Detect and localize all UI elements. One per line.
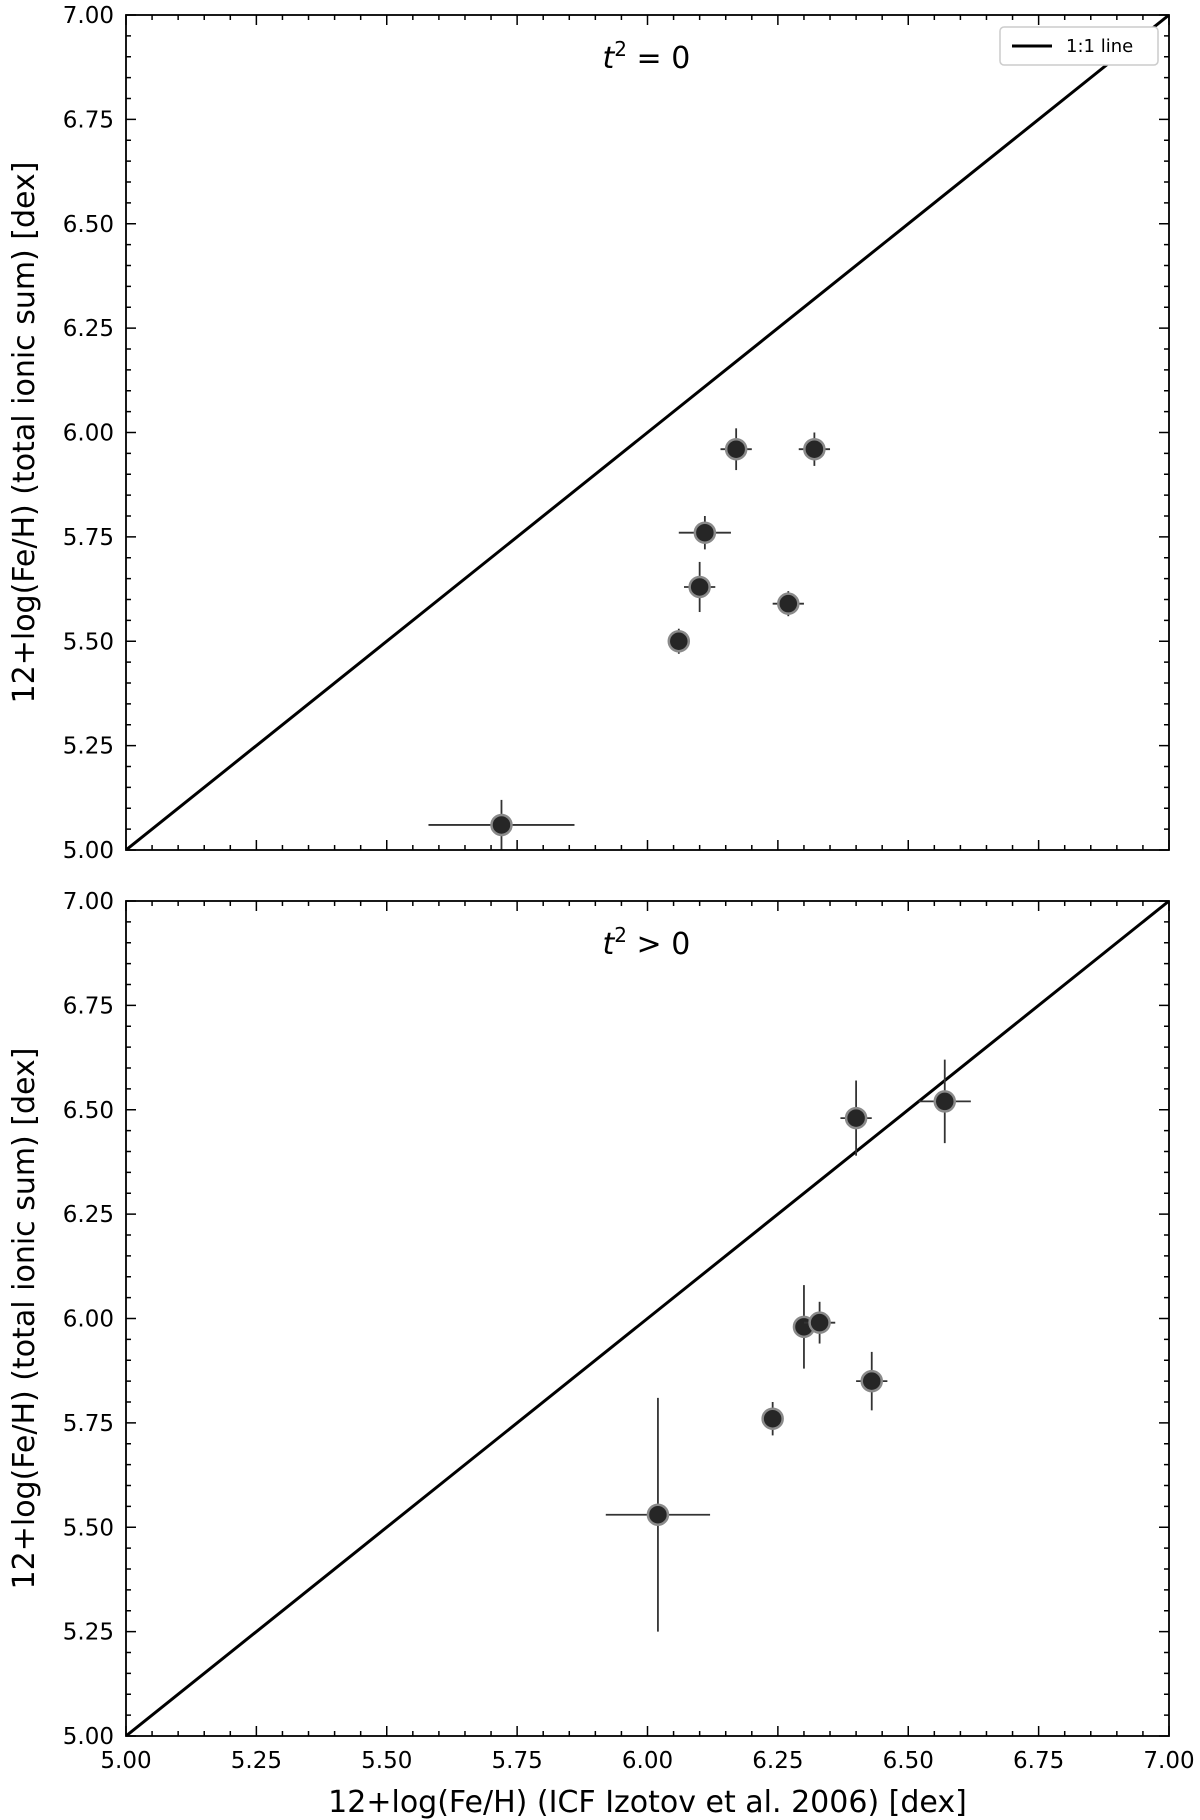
y-tick-label: 5.25 <box>63 1620 114 1646</box>
y-tick-label: 6.25 <box>63 316 114 342</box>
point-marker <box>490 813 513 837</box>
y-tick-label: 5.00 <box>63 838 114 864</box>
plot-frame <box>125 900 1170 1737</box>
y-tick-label: 6.75 <box>63 993 114 1019</box>
panel-annotation: t2 > 0 <box>603 923 691 962</box>
x-tick-label: 5.00 <box>100 1748 151 1774</box>
y-axis-label: 12+log(Fe/H) (total ionic sum) [dex] <box>7 162 42 704</box>
y-tick-label: 5.25 <box>63 734 114 760</box>
y-axis-label: 12+log(Fe/H) (total ionic sum) [dex] <box>7 1048 42 1590</box>
plot-frame <box>125 14 1170 851</box>
data-point <box>761 1402 784 1436</box>
x-tick-label: 7.00 <box>1143 1748 1194 1774</box>
data-point <box>803 1301 836 1344</box>
y-tick-label: 7.00 <box>63 889 114 915</box>
y-tick-label: 7.00 <box>63 3 114 29</box>
data-points <box>605 1059 971 1632</box>
point-marker <box>803 437 826 461</box>
y-tick-label: 6.75 <box>63 107 114 133</box>
x-tick-label: 5.75 <box>492 1748 543 1774</box>
data-point <box>918 1059 971 1144</box>
point-marker <box>646 1503 670 1526</box>
data-point <box>428 799 575 850</box>
panel-annotation: t2 = 0 <box>603 37 691 76</box>
point-marker <box>860 1369 883 1393</box>
data-point <box>772 591 804 617</box>
point-marker <box>777 592 800 615</box>
x-tick-label: 6.75 <box>1013 1748 1064 1774</box>
legend: 1:1 line <box>999 26 1159 66</box>
data-points <box>428 428 831 850</box>
legend-label: 1:1 line <box>1066 36 1133 57</box>
y-tick-label: 6.50 <box>63 212 114 238</box>
one-to-one-line <box>126 901 1169 1736</box>
y-tick-label: 6.00 <box>63 421 114 447</box>
data-point <box>798 432 831 466</box>
point-marker <box>667 630 691 653</box>
data-point <box>856 1351 888 1411</box>
y-tick-label: 6.00 <box>63 1307 114 1333</box>
data-point <box>720 428 752 471</box>
data-point <box>684 561 716 613</box>
x-tick-label: 5.50 <box>361 1748 412 1774</box>
x-tick-label: 6.25 <box>752 1748 803 1774</box>
x-tick-label: 6.50 <box>883 1748 934 1774</box>
point-marker <box>693 521 717 544</box>
data-point <box>605 1397 711 1632</box>
y-tick-label: 6.25 <box>63 1202 114 1228</box>
data-point <box>678 516 731 550</box>
point-marker <box>688 575 711 599</box>
data-point <box>840 1080 872 1156</box>
point-marker <box>933 1090 957 1113</box>
y-tick-label: 5.50 <box>63 629 114 655</box>
y-tick-label: 5.00 <box>63 1724 114 1750</box>
y-tick-label: 5.75 <box>63 1411 114 1437</box>
panel-1: 5.00 5.25 5.50 5.75 6.00 6.25 6.50 6.75 7.00 12+l… <box>7 3 1170 864</box>
point-marker <box>724 437 748 461</box>
x-tick-label: 5.25 <box>231 1748 282 1774</box>
legend-box <box>999 26 1159 66</box>
point-marker <box>808 1311 831 1334</box>
x-axis-label: 12+log(Fe/H) (ICF Izotov et al. 2006) [d… <box>328 1785 967 1820</box>
y-tick-label: 5.75 <box>63 525 114 551</box>
data-point <box>667 628 691 654</box>
y-tick-label: 5.50 <box>63 1515 114 1541</box>
x-tick-label: 6.00 <box>622 1748 673 1774</box>
y-tick-label: 6.50 <box>63 1098 114 1124</box>
panel-2: 5.00 5.25 5.50 5.75 6.00 6.25 6.50 6.75 7.00 5.00… <box>7 889 1195 1820</box>
one-to-one-line <box>126 15 1169 850</box>
point-marker <box>844 1106 868 1130</box>
point-marker <box>761 1407 784 1430</box>
